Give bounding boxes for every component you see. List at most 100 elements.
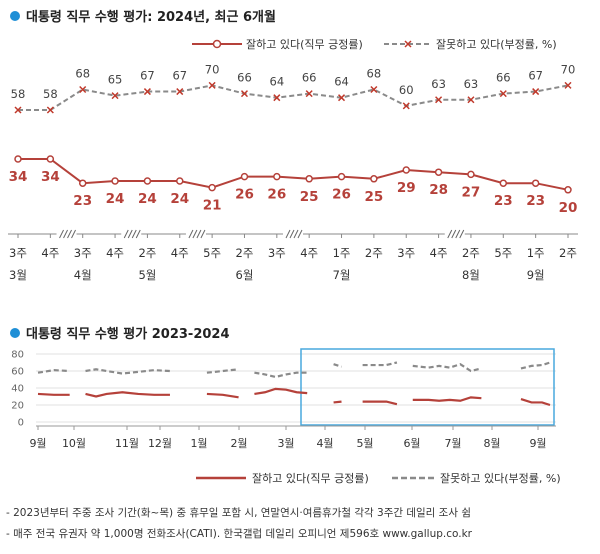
axis-break-hatch <box>135 229 141 239</box>
axis-break-hatch <box>131 229 137 239</box>
axis-break-hatch <box>63 229 68 239</box>
x-month-label: 10월 <box>62 437 86 450</box>
x-tick-label: 5주 <box>203 246 221 260</box>
y-tick-label: 20 <box>11 401 24 412</box>
x-month-label: 6월 <box>236 268 254 282</box>
data-label-negative: 65 <box>108 73 123 87</box>
x-month-label: 7월 <box>333 268 351 282</box>
axis-break-hatch <box>71 229 76 239</box>
chart1-plot: 58 58 68 65 67 67 70 66 64 66 64 68 60 63 63 66 67 70 34 34… <box>8 62 578 282</box>
axis-break-hatch <box>67 229 72 239</box>
chart2-legend-positive-label: 잘하고 있다(직무 긍정률) <box>252 472 369 485</box>
axis-break-mask <box>185 229 206 239</box>
data-label-positive: 25 <box>300 189 319 205</box>
x-month-label: 2월 <box>230 437 247 450</box>
x-month-label: 3월 <box>9 268 27 282</box>
data-label-negative: 67 <box>528 69 543 83</box>
y-tick-label: 0 <box>18 418 24 429</box>
axis-break-hatch <box>196 229 202 239</box>
x-tick-label: 4주 <box>171 246 189 260</box>
point-positive <box>273 172 281 181</box>
axis-break-hatch <box>127 229 133 239</box>
series-line-positive <box>362 400 398 406</box>
point-positive <box>46 155 55 163</box>
axis-break-mask <box>283 229 303 239</box>
data-label-negative: 66 <box>302 71 317 85</box>
x-tick-label: 2주 <box>236 246 254 260</box>
x-month-label: 12월 <box>148 437 172 450</box>
series-line-positive <box>333 400 342 404</box>
x-tick-label: 1주 <box>527 246 545 260</box>
x-tick-label: 4주 <box>300 246 318 260</box>
series-line-negative <box>362 361 398 367</box>
point-negative <box>532 88 540 96</box>
data-label-positive: 27 <box>462 184 481 200</box>
x-tick-label: 2주 <box>559 246 577 260</box>
axis-break-hatch <box>192 229 198 239</box>
chart1-legend-negative-label: 잘못하고 있다(부정률, %) <box>436 38 557 51</box>
point-negative <box>305 90 313 98</box>
x-tick-label: 3주 <box>74 246 92 260</box>
chart1-legend-positive: 잘하고 있다(직무 긍정률) <box>192 36 363 52</box>
x-month-label: 5월 <box>138 268 156 282</box>
data-label-positive: 34 <box>9 169 28 185</box>
legend-line-positive-icon <box>196 476 246 480</box>
x-month-label: 8월 <box>462 268 480 282</box>
point-negative <box>79 85 87 94</box>
axis-break-hatch <box>200 229 206 239</box>
point-positive <box>240 172 249 181</box>
series-line-positive <box>520 398 551 407</box>
series-line-negative <box>206 368 239 374</box>
point-positive <box>370 175 378 183</box>
point-positive <box>78 179 87 187</box>
x-tick-label: 3주 <box>397 246 415 260</box>
point-positive <box>305 175 313 183</box>
point-negative <box>370 85 378 94</box>
data-label-negative: 63 <box>464 77 479 91</box>
point-positive <box>143 177 152 185</box>
axis-break-mask <box>56 229 77 239</box>
point-positive <box>531 179 540 187</box>
data-label-negative: 70 <box>205 62 220 76</box>
data-label-positive: 23 <box>494 193 513 209</box>
chart2-plot: 0 20 40 60 80 9월 10월 11월 12월 1월 2월 3월 4월 5월 6월 7월 8월 9월 <box>11 348 556 450</box>
data-label-negative: 64 <box>270 75 285 89</box>
x-month-label: 5월 <box>356 437 373 450</box>
series-line-positive <box>85 391 170 398</box>
data-label-negative: 68 <box>367 67 382 81</box>
highlight-range-box <box>300 348 555 426</box>
chart1-legend-positive-label: 잘하고 있다(직무 긍정률) <box>246 38 363 51</box>
x-tick-label: 2주 <box>138 246 156 260</box>
x-month-label: 7월 <box>444 437 461 450</box>
point-positive <box>499 179 508 187</box>
chart1-title: 대통령 직무 수행 평가: 2024년, 최근 6개월 <box>10 6 276 25</box>
x-month-label: 4월 <box>316 437 333 450</box>
point-positive <box>564 186 572 194</box>
bullet-dot-icon <box>10 10 20 21</box>
series-line-negative <box>37 369 70 374</box>
point-negative <box>337 94 346 102</box>
axis-break-hatch <box>459 229 465 239</box>
x-month-label: 9월 <box>29 437 46 450</box>
data-label-negative: 63 <box>431 77 446 91</box>
data-label-positive: 34 <box>41 169 60 185</box>
footnote-2: - 매주 전국 유권자 약 1,000명 전화조사(CATI). 한국갤럽 데일… <box>6 528 472 540</box>
series-line-negative <box>333 363 342 368</box>
x-tick-label: 4주 <box>430 246 448 260</box>
point-positive <box>337 172 346 181</box>
data-label-negative: 67 <box>172 69 187 83</box>
point-negative <box>176 88 184 96</box>
chart2-legend-negative-label: 잘못하고 있다(부정률, %) <box>440 472 561 485</box>
point-negative <box>46 106 54 114</box>
point-positive <box>467 170 475 179</box>
chart2-legend-negative: 잘못하고 있다(부정률, %) <box>392 470 561 486</box>
x-tick-label: 2주 <box>462 246 480 260</box>
data-label-positive: 23 <box>73 193 92 209</box>
axis-break-hatch <box>59 229 64 239</box>
point-negative <box>111 92 119 100</box>
series-line-positive <box>37 392 70 396</box>
series-line-negative <box>254 371 308 379</box>
series-line-positive <box>412 396 482 402</box>
data-label-negative: 68 <box>75 67 90 81</box>
axis-break-hatch <box>289 229 295 239</box>
